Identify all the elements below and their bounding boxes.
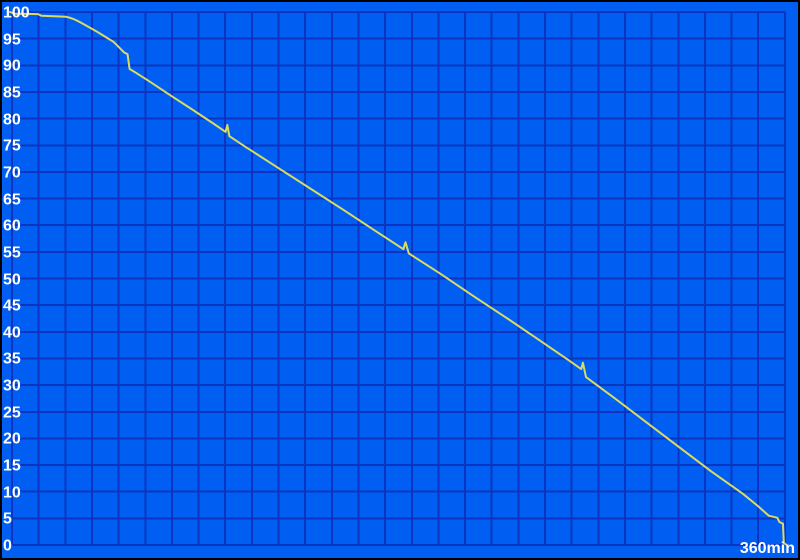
y-axis-tick-label: 15 (3, 457, 21, 475)
y-axis-tick-label: 55 (3, 244, 21, 262)
y-axis-tick-label: 80 (3, 111, 21, 129)
y-axis-tick-label: 70 (3, 164, 21, 182)
y-axis-tick-label: 40 (3, 324, 21, 342)
y-axis-tick-label: 95 (3, 31, 21, 49)
y-axis-tick-label: 35 (3, 351, 21, 369)
y-axis-tick-label: 85 (3, 84, 21, 102)
y-axis-tick-label: 25 (3, 404, 21, 422)
y-axis-tick-label: 10 (3, 484, 21, 502)
y-axis-tick-label: 50 (3, 271, 21, 289)
y-axis-tick-label: 45 (3, 297, 21, 315)
plot-grid (11, 11, 786, 546)
y-axis-tick-label: 5 (3, 511, 12, 529)
y-axis-tick-label: 20 (3, 431, 21, 449)
y-axis-tick-label: 65 (3, 191, 21, 209)
y-axis-tick-label: 0 (3, 537, 12, 555)
x-axis-end-label: 360min (739, 540, 795, 557)
y-axis-tick-label: 30 (3, 377, 21, 395)
y-axis-tick-label: 75 (3, 137, 21, 155)
y-axis-tick-label: 100 (3, 4, 30, 22)
discharge-curve (9, 11, 787, 546)
y-axis-tick-label: 60 (3, 217, 21, 235)
y-axis-tick-label: 90 (3, 57, 21, 75)
